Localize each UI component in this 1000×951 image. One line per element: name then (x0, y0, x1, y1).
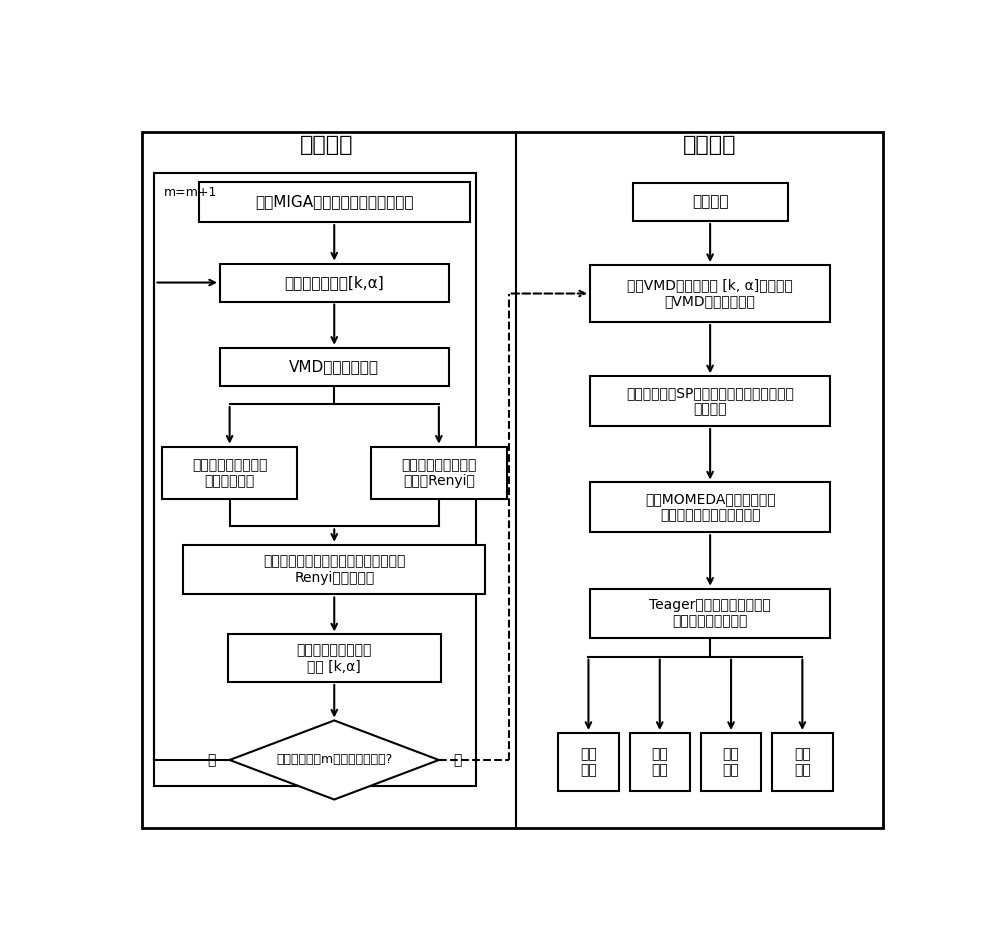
FancyBboxPatch shape (220, 348, 449, 386)
FancyBboxPatch shape (183, 545, 485, 594)
FancyBboxPatch shape (220, 263, 449, 301)
FancyBboxPatch shape (701, 733, 761, 791)
Text: 设置MIGA算法的参数并初始化种群: 设置MIGA算法的参数并初始化种群 (255, 195, 414, 209)
FancyBboxPatch shape (772, 733, 833, 791)
Text: 决定当前个体的[k,α]: 决定当前个体的[k,α] (284, 275, 384, 290)
Text: 正常
信号: 正常 信号 (794, 747, 811, 777)
Text: 采用MOMEDA算法增强重构
信号中故障特征的冲击成分: 采用MOMEDA算法增强重构 信号中故障特征的冲击成分 (645, 493, 775, 522)
FancyBboxPatch shape (199, 182, 470, 223)
FancyBboxPatch shape (162, 447, 297, 499)
Text: 参数优化: 参数优化 (300, 135, 353, 155)
FancyBboxPatch shape (142, 132, 883, 828)
Text: 计算个体各本征模态
分量的包络熵: 计算个体各本征模态 分量的包络熵 (192, 457, 267, 488)
Text: 设置VMD的最佳参数 [k, α]，然后通
过VMD分解振动信号: 设置VMD的最佳参数 [k, α]，然后通 过VMD分解振动信号 (627, 279, 793, 309)
FancyBboxPatch shape (590, 265, 830, 322)
Text: 否: 否 (207, 753, 216, 767)
Text: 故障诊断: 故障诊断 (683, 135, 737, 155)
Text: 选取敏感参数SP值最大的两个本征模态分量
进行重构: 选取敏感参数SP值最大的两个本征模态分量 进行重构 (626, 386, 794, 417)
Text: Teager能量算子包络解调分
析提取故障特征频率: Teager能量算子包络解调分 析提取故障特征频率 (649, 598, 771, 629)
Text: VMD分解振动信号: VMD分解振动信号 (289, 359, 379, 375)
Text: 计算个体各本征模态
分量的Renyi熵: 计算个体各本征模态 分量的Renyi熵 (401, 457, 477, 488)
FancyBboxPatch shape (630, 733, 690, 791)
FancyBboxPatch shape (371, 447, 507, 499)
Text: 是: 是 (453, 753, 461, 767)
Text: 当前迭代次数m满足终止条件吗?: 当前迭代次数m满足终止条件吗? (276, 753, 392, 767)
FancyBboxPatch shape (590, 589, 830, 638)
Text: 内圈
故障: 内圈 故障 (580, 747, 597, 777)
FancyBboxPatch shape (633, 183, 788, 221)
Text: 记录个体的局部最小包络熵和局部最小
Renyi熵的平均值: 记录个体的局部最小包络熵和局部最小 Renyi熵的平均值 (263, 554, 405, 585)
Text: 更新最优个体对应的
参数 [k,α]: 更新最优个体对应的 参数 [k,α] (297, 643, 372, 673)
FancyBboxPatch shape (558, 733, 619, 791)
FancyBboxPatch shape (228, 634, 441, 682)
FancyBboxPatch shape (590, 482, 830, 533)
Text: 外圈
故障: 外圈 故障 (651, 747, 668, 777)
Text: m=m+1: m=m+1 (164, 185, 217, 199)
Text: 振动信号: 振动信号 (692, 195, 728, 209)
FancyBboxPatch shape (590, 377, 830, 426)
Text: 滚珠
故障: 滚珠 故障 (723, 747, 739, 777)
Polygon shape (230, 721, 439, 800)
